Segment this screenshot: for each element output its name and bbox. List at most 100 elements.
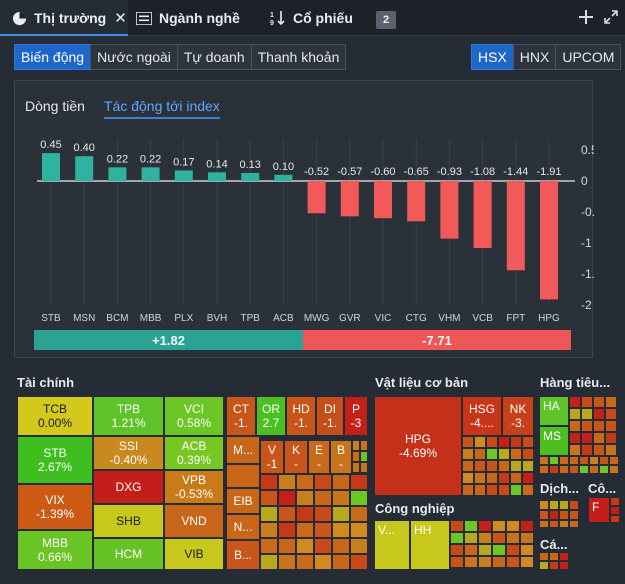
- tile-shb[interactable]: SHB: [93, 504, 164, 538]
- small-tile[interactable]: [314, 538, 332, 554]
- small-tile[interactable]: [498, 448, 510, 460]
- small-tile[interactable]: [296, 522, 314, 538]
- small-tile[interactable]: [510, 436, 522, 448]
- small-tile[interactable]: [605, 396, 617, 408]
- small-tile[interactable]: [506, 568, 520, 570]
- btn-bien-dong[interactable]: Biến động: [14, 44, 92, 70]
- small-tile[interactable]: [599, 465, 609, 474]
- small-tile[interactable]: [506, 520, 520, 532]
- tab-sectors[interactable]: Ngành nghề: [136, 0, 240, 36]
- tile-b2[interactable]: B...: [226, 540, 260, 570]
- small-tile[interactable]: [581, 420, 593, 432]
- tile-or[interactable]: OR 2.7: [256, 396, 286, 436]
- btn-hnx[interactable]: HNX: [512, 44, 557, 70]
- tile-e[interactable]: E-: [308, 440, 330, 474]
- small-tile[interactable]: [589, 456, 599, 465]
- small-tile[interactable]: [522, 448, 534, 460]
- btn-thanh-khoan[interactable]: Thanh khoản: [250, 44, 347, 70]
- tile-hpg[interactable]: HPG -4.69%: [374, 396, 462, 496]
- small-tile[interactable]: [569, 420, 581, 432]
- btn-tu-doanh[interactable]: Tự doanh: [176, 44, 252, 70]
- small-tile[interactable]: [539, 500, 549, 510]
- small-tile[interactable]: [506, 544, 520, 556]
- small-tile[interactable]: [278, 490, 296, 506]
- small-tile[interactable]: [478, 544, 492, 556]
- small-tile[interactable]: [360, 451, 368, 462]
- small-tile[interactable]: [610, 515, 620, 523]
- small-tile[interactable]: [350, 490, 368, 506]
- small-tile[interactable]: [360, 462, 368, 473]
- tile-tpb[interactable]: TPB 1.21%: [93, 396, 164, 436]
- small-tile[interactable]: [617, 432, 619, 444]
- tile-nk[interactable]: NK -3.: [502, 396, 534, 436]
- small-tile[interactable]: [520, 568, 534, 570]
- small-tile[interactable]: [296, 554, 314, 570]
- small-tile[interactable]: [605, 432, 617, 444]
- small-tile[interactable]: [474, 472, 486, 484]
- small-tile[interactable]: [260, 506, 278, 522]
- small-tile[interactable]: [478, 568, 492, 570]
- tile-di[interactable]: DI -1.: [316, 396, 344, 436]
- btn-nuoc-ngoai[interactable]: Nước ngoài: [90, 44, 178, 70]
- small-tile[interactable]: [581, 396, 593, 408]
- small-tile[interactable]: [462, 472, 474, 484]
- small-tile[interactable]: [581, 432, 593, 444]
- small-tile[interactable]: [462, 484, 474, 496]
- tile-hh[interactable]: HH: [410, 520, 450, 570]
- btn-hsx[interactable]: HSX: [471, 44, 514, 70]
- small-tile[interactable]: [486, 472, 498, 484]
- small-tile[interactable]: [350, 522, 368, 538]
- small-tile[interactable]: [360, 440, 368, 451]
- small-tile[interactable]: [549, 510, 559, 520]
- small-tile[interactable]: [569, 408, 581, 420]
- small-tile[interactable]: [617, 396, 619, 408]
- tile-vnd[interactable]: VND: [164, 504, 224, 538]
- small-tile[interactable]: [498, 436, 510, 448]
- small-tile[interactable]: [462, 448, 474, 460]
- small-tile[interactable]: [569, 444, 581, 456]
- tile-stb[interactable]: STB 2.67%: [17, 436, 93, 484]
- small-tile[interactable]: [260, 538, 278, 554]
- tile-ha[interactable]: HA: [539, 396, 569, 426]
- small-tile[interactable]: [605, 444, 617, 456]
- small-tile[interactable]: [474, 460, 486, 472]
- small-tile[interactable]: [486, 436, 498, 448]
- small-tile[interactable]: [559, 561, 569, 570]
- small-tile[interactable]: [278, 506, 296, 522]
- small-tile[interactable]: [559, 520, 569, 528]
- small-tile[interactable]: [522, 436, 534, 448]
- small-tile[interactable]: [352, 440, 360, 451]
- small-tile[interactable]: [569, 520, 579, 528]
- small-tile[interactable]: [581, 444, 593, 456]
- small-tile[interactable]: [610, 506, 620, 515]
- tab-market[interactable]: Thị trường ✕: [0, 0, 128, 36]
- expand-icon[interactable]: [600, 6, 622, 28]
- small-tile[interactable]: [569, 500, 579, 510]
- tile-hsg[interactable]: HSG -4....: [462, 396, 502, 436]
- tile-dxg[interactable]: DXG: [93, 470, 164, 504]
- small-tile[interactable]: [610, 497, 620, 506]
- small-tile[interactable]: [510, 472, 522, 484]
- small-tile[interactable]: [350, 538, 368, 554]
- tile-ms[interactable]: MS: [539, 426, 569, 456]
- small-tile[interactable]: [478, 532, 492, 544]
- tile-ssi[interactable]: SSI -0.40%: [93, 436, 164, 470]
- small-tile[interactable]: [549, 552, 559, 561]
- small-tile[interactable]: [450, 568, 464, 570]
- small-tile[interactable]: [492, 532, 506, 544]
- small-tile[interactable]: [593, 444, 605, 456]
- small-tile[interactable]: [296, 506, 314, 522]
- small-tile[interactable]: [520, 556, 534, 568]
- tile-hd[interactable]: HD -1.: [286, 396, 316, 436]
- small-tile[interactable]: [332, 522, 350, 538]
- small-tile[interactable]: [478, 520, 492, 532]
- close-icon[interactable]: ✕: [114, 10, 127, 27]
- small-tile[interactable]: [498, 460, 510, 472]
- small-tile[interactable]: [478, 556, 492, 568]
- small-tile[interactable]: [581, 408, 593, 420]
- small-tile[interactable]: [539, 465, 549, 474]
- small-tile[interactable]: [474, 484, 486, 496]
- small-tile[interactable]: [350, 506, 368, 522]
- small-tile[interactable]: [474, 448, 486, 460]
- small-tile[interactable]: [549, 561, 559, 570]
